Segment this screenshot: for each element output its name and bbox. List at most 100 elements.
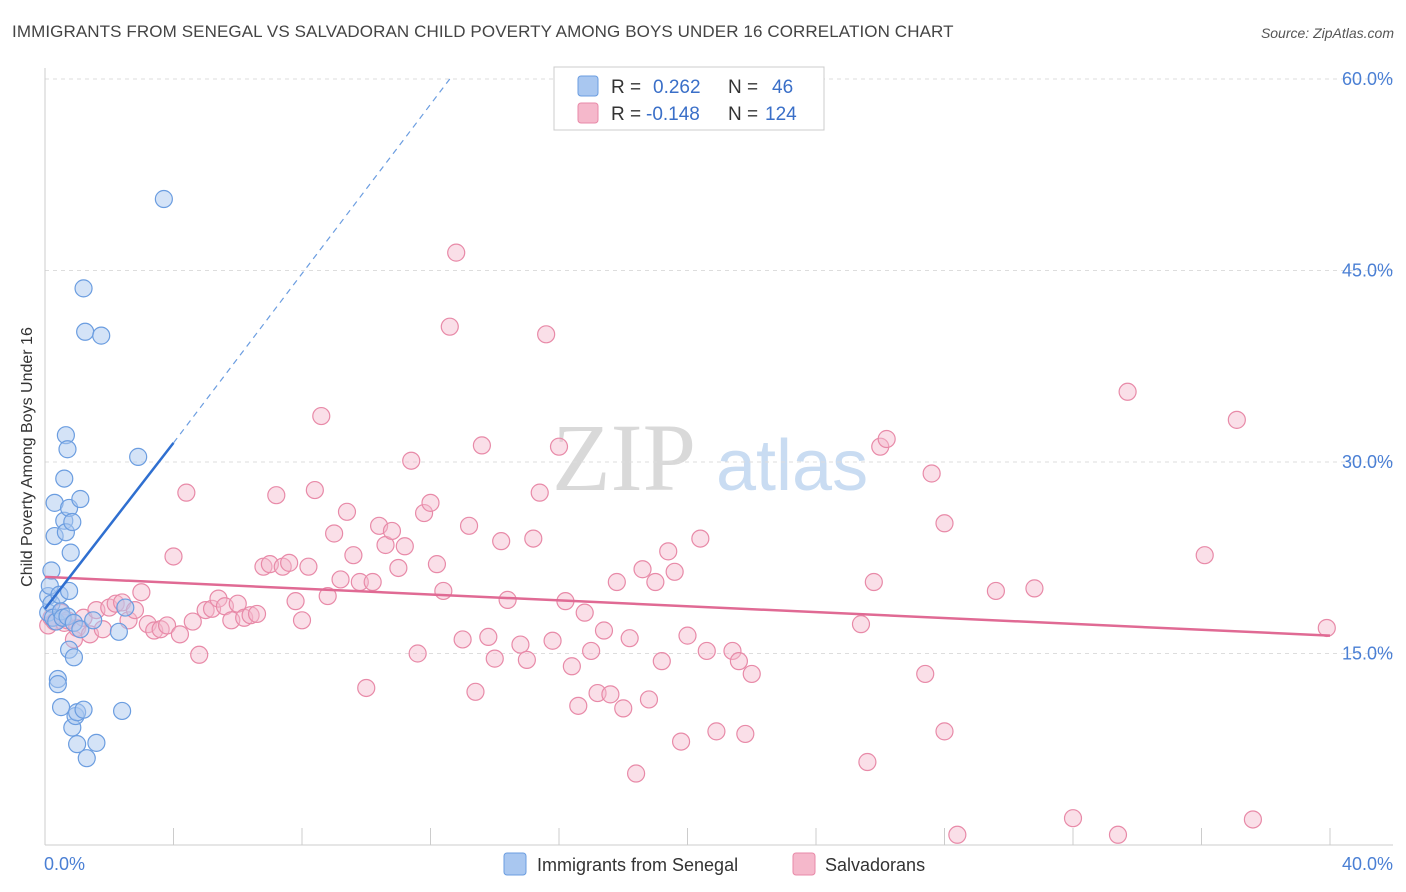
- salvadorans-point-61: [414, 503, 434, 523]
- salvadorans-point-121: [1063, 809, 1083, 828]
- senegal-point-39: [92, 326, 111, 345]
- salvadorans-point-25: [183, 612, 202, 631]
- legend-n-value-salvadorans: 124: [765, 104, 797, 125]
- salvadorans-point-81: [549, 437, 569, 456]
- salvadorans-point-41: [286, 592, 305, 611]
- salvadorans-point-127: [1317, 618, 1336, 638]
- salvadorans-point-118: [948, 825, 967, 844]
- series-legend: Immigrants from Senegal Salvadorans: [503, 852, 925, 876]
- salvadorans-point-38: [267, 486, 286, 505]
- salvadorans-point-99: [665, 562, 684, 581]
- salvadorans-point-57: [389, 558, 408, 578]
- senegal-point-13: [51, 698, 71, 717]
- salvadorans-point-85: [575, 603, 594, 622]
- salvadorans-point-97: [652, 652, 671, 671]
- salvadorans-point-95: [639, 690, 659, 709]
- senegal-points: [39, 189, 173, 768]
- senegal-point-42: [116, 598, 135, 617]
- legend-n-value-senegal: 46: [772, 77, 793, 98]
- source-label: Source: ZipAtlas.com: [1260, 25, 1394, 41]
- salvadorans-point-74: [498, 590, 517, 609]
- salvadorans-point-101: [678, 626, 697, 645]
- legend-swatch-salvadorans: [577, 102, 599, 124]
- salvadorans-point-47: [325, 524, 344, 543]
- salvadorans-point-67: [453, 630, 472, 649]
- salvadorans-point-92: [620, 629, 639, 648]
- senegal-point-3: [42, 561, 61, 580]
- senegal-point-45: [84, 611, 103, 630]
- salvadorans-point-109: [851, 615, 871, 634]
- salvadorans-point-70: [472, 436, 491, 455]
- salvadorans-point-100: [671, 732, 691, 751]
- salvadorans-point-113: [877, 429, 896, 449]
- salvadorans-point-103: [697, 641, 716, 661]
- salvadorans-point-71: [479, 627, 498, 647]
- salvadorans-point-45: [312, 406, 331, 426]
- watermark-zip: ZIP: [552, 404, 696, 511]
- senegal-point-43: [129, 447, 148, 466]
- senegal-point-10: [48, 675, 67, 694]
- legend-r-label-senegal: R =: [611, 77, 641, 98]
- salvadorans-point-42: [292, 611, 312, 630]
- salvadorans-point-119: [986, 581, 1006, 601]
- salvadorans-point-72: [485, 649, 504, 668]
- senegal-point-21: [59, 581, 79, 601]
- salvadorans-point-114: [916, 664, 935, 684]
- salvadorans-point-105: [723, 641, 742, 661]
- salvadorans-trend-line: [44, 575, 1331, 637]
- senegal-point-15: [55, 469, 74, 488]
- stats-legend: R = 0.262 N = 46 R = -0.148 N = 124: [553, 66, 825, 131]
- salvadorans-point-107: [736, 724, 755, 744]
- salvadorans-point-77: [524, 529, 543, 548]
- salvadorans-point-69: [466, 682, 485, 701]
- salvadorans-point-46: [318, 586, 337, 606]
- salvadorans-point-75: [511, 635, 530, 654]
- bottom-legend-label-salvadorans: Salvadorans: [825, 855, 925, 875]
- legend-r-label-salvadorans: R =: [611, 104, 641, 125]
- y-axis-label: Child Poverty Among Boys Under 16: [19, 327, 36, 587]
- salvadorans-point-65: [440, 317, 459, 336]
- salvadorans-point-125: [1227, 410, 1246, 429]
- salvadorans-point-86: [582, 641, 601, 661]
- salvadorans-point-88: [594, 621, 614, 640]
- salvadorans-point-22: [164, 547, 183, 566]
- watermark: ZIP atlas: [552, 404, 868, 511]
- x-tick-label-max: 40.0%: [1342, 854, 1393, 874]
- senegal-point-36: [76, 322, 95, 341]
- x-tick-label-min: 0.0%: [44, 854, 85, 874]
- stats-legend-box: [553, 66, 825, 131]
- salvadorans-point-40: [280, 553, 299, 572]
- trend-lines: [44, 78, 1331, 637]
- senegal-point-34: [74, 279, 93, 298]
- salvadorans-points: [39, 243, 1336, 844]
- senegal-trend-line: [44, 442, 175, 610]
- legend-r-value-senegal: 0.262: [653, 77, 701, 98]
- senegal-point-37: [77, 749, 96, 768]
- salvadorans-point-94: [633, 560, 652, 579]
- salvadorans-point-27: [196, 600, 215, 620]
- salvadorans-point-89: [601, 685, 620, 704]
- salvadorans-point-64: [434, 581, 453, 601]
- salvadorans-point-62: [421, 493, 440, 512]
- y-axis-tick-labels: 15.0% 30.0% 45.0% 60.0%: [1342, 69, 1393, 664]
- senegal-point-25: [63, 512, 82, 532]
- legend-n-label-senegal: N =: [728, 77, 758, 98]
- salvadorans-point-78: [530, 483, 549, 502]
- salvadorans-point-53: [363, 572, 382, 592]
- legend-n-label-salvadorans: N =: [728, 104, 758, 125]
- salvadorans-point-110: [858, 752, 877, 772]
- salvadorans-point-93: [626, 764, 646, 783]
- salvadorans-point-111: [864, 572, 883, 592]
- salvadorans-point-58: [395, 537, 414, 556]
- salvadorans-point-115: [922, 464, 941, 483]
- salvadorans-point-17: [132, 583, 151, 602]
- senegal-point-38: [87, 733, 106, 752]
- salvadorans-point-63: [427, 555, 447, 574]
- senegal-point-24: [61, 543, 80, 562]
- senegal-point-28: [64, 648, 84, 667]
- salvadorans-point-52: [357, 678, 376, 698]
- salvadorans-point-50: [344, 546, 363, 565]
- salvadorans-point-91: [614, 699, 633, 718]
- salvadorans-point-44: [305, 480, 324, 500]
